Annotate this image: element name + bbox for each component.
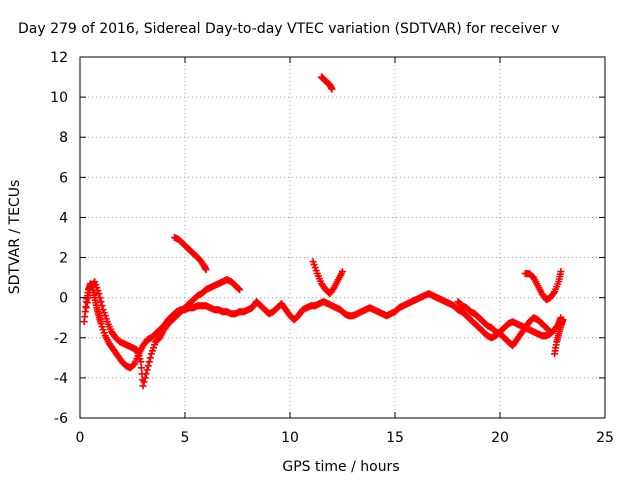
data-point (328, 85, 336, 93)
series-5 (454, 298, 554, 350)
y-axis: -6 -4 -2 0 2 4 6 8 10 12 (50, 50, 605, 427)
y-tick-label: 0 (59, 291, 68, 307)
data-point (139, 382, 147, 390)
y-tick-label: 8 (59, 130, 68, 146)
x-tick-label: 10 (281, 430, 299, 446)
data-point (96, 294, 104, 302)
data-point (98, 302, 106, 310)
data-point (142, 370, 150, 378)
y-tick-label: -2 (54, 331, 68, 347)
x-axis: 0 5 10 15 20 25 (76, 57, 614, 446)
data-point (83, 299, 91, 307)
y-tick-label: 12 (50, 50, 68, 66)
y-tick-label: -4 (54, 371, 68, 387)
series-7 (551, 316, 567, 358)
series-1 (82, 276, 244, 390)
data-point (235, 285, 243, 293)
data-point (545, 327, 553, 335)
data-point (559, 316, 567, 324)
data-point (339, 268, 346, 276)
data-point (557, 268, 565, 276)
x-tick-label: 25 (596, 430, 614, 446)
data-point (140, 378, 148, 386)
data-point (85, 289, 93, 297)
series-6 (521, 268, 565, 304)
x-tick-label: 0 (76, 430, 85, 446)
data-point (95, 290, 103, 298)
data-point (137, 358, 145, 366)
x-tick-label: 15 (386, 430, 404, 446)
x-tick-label: 5 (181, 430, 190, 446)
series-4 (309, 258, 346, 298)
plot-frame (79, 56, 606, 419)
data-point (137, 364, 145, 372)
data-point (329, 285, 337, 293)
data-point (82, 304, 90, 312)
data-point (145, 358, 153, 366)
y-tick-label: -6 (54, 411, 68, 427)
y-axis-label: SDTVAR / TECUs (7, 180, 23, 295)
data-point (202, 266, 210, 274)
data-point (550, 289, 558, 297)
data-point (236, 286, 244, 294)
data-point (97, 298, 105, 306)
y-tick-label: 2 (59, 251, 68, 267)
data-point (146, 354, 154, 362)
x-axis-label: GPS time / hours (282, 459, 399, 475)
data-points (80, 73, 567, 390)
data-point (144, 362, 152, 370)
data-point (141, 374, 149, 382)
x-tick-label: 20 (491, 430, 509, 446)
series-3 (318, 73, 336, 93)
data-point (143, 366, 151, 374)
series-2 (171, 234, 210, 274)
data-point (84, 294, 92, 302)
y-tick-label: 6 (59, 170, 68, 186)
grid-lines (79, 56, 606, 419)
y-tick-label: 10 (50, 90, 68, 106)
y-tick-label: 4 (59, 210, 68, 226)
data-point (130, 361, 138, 369)
chart-title: Day 279 of 2016, Sidereal Day-to-day VTE… (18, 21, 560, 37)
data-point (546, 328, 554, 336)
